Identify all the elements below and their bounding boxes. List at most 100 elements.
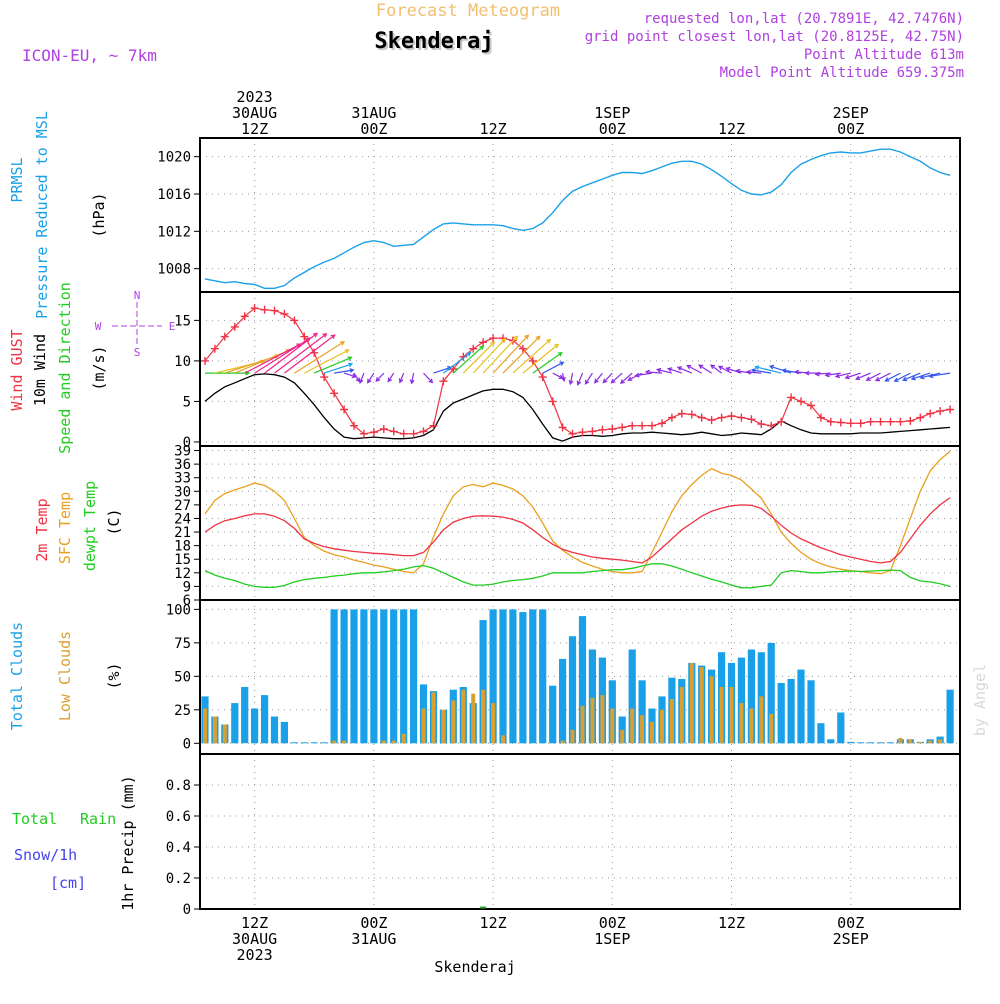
ytick-label: 36 (174, 457, 191, 473)
cloud-total-bar (767, 642, 775, 744)
wind-arrow-head (874, 376, 881, 382)
wind-arrow-head (358, 378, 364, 385)
gust-marker (359, 429, 368, 438)
wind-arrow (492, 334, 529, 374)
cloud-low-bar (401, 733, 406, 744)
compass-e: E (169, 320, 176, 333)
wind-arrow (611, 372, 623, 384)
wind-arrow (334, 369, 354, 374)
cloud-low-bar (461, 689, 466, 744)
cloud-total-bar (320, 742, 328, 744)
pressure-unit: (hPa) (90, 192, 108, 237)
cloud-total-bar (797, 669, 805, 744)
cloud-low-bar (391, 740, 396, 744)
gust-marker (856, 419, 865, 428)
wind-arrow-head (619, 379, 625, 385)
cloud-low-bar (342, 740, 347, 744)
wind-arrow (746, 371, 762, 374)
panel-clouds: 0 25 50 75 100 (166, 599, 961, 755)
cloud-total-bar (847, 741, 855, 744)
wind-arrow-head (735, 368, 741, 374)
ytick-label: 5 (183, 394, 191, 410)
panels: 1008101210161020051015691215182124273033… (157, 137, 961, 918)
wind-arrow-head (928, 373, 934, 379)
time-label-bottom: 00Z (599, 914, 626, 932)
wind-arrow-head (584, 379, 590, 385)
cloud-low-bar (212, 716, 217, 744)
gust-marker (330, 389, 339, 398)
ytick-label: 39 (174, 444, 191, 460)
wind-dir-label: Speed and Direction (56, 282, 74, 454)
precip-snow-label: Snow/1h (14, 846, 77, 864)
gust-marker (767, 421, 776, 430)
gust-marker (250, 304, 259, 313)
cloud-low-bar (898, 737, 903, 744)
wind-arrow (602, 372, 613, 383)
gust-marker (538, 373, 547, 382)
wind-arrow (569, 372, 574, 385)
wind-arrow (387, 372, 395, 382)
cloud-low-bar (630, 708, 635, 744)
compass-w: W (95, 320, 102, 333)
cloud-low-bar (729, 687, 734, 744)
total-clouds-label: Total Clouds (8, 622, 26, 730)
precip-bar (480, 906, 487, 909)
wind-arrow-head (546, 338, 552, 344)
cloud-low-bar (600, 695, 605, 744)
wind-arrow (577, 372, 584, 385)
time-label-top: 00Z (599, 120, 626, 138)
cloud-total-bar (410, 609, 418, 744)
gust-marker (548, 397, 557, 406)
wind-arrow (482, 335, 518, 374)
compass-n: N (134, 289, 141, 302)
cloud-low-bar (570, 729, 575, 744)
ytick-label: 100 (166, 602, 191, 618)
cloud-low-bar (719, 687, 724, 744)
cloud-total-bar (499, 609, 507, 744)
wind-arrow-head (754, 365, 760, 370)
wind-arrow (594, 372, 603, 384)
wind-arrow-head (576, 380, 582, 386)
cloud-total-bar (777, 683, 785, 744)
ytick-label: 0.2 (166, 871, 191, 887)
cloud-low-bar (421, 708, 426, 744)
cloud-total-bar (638, 680, 646, 744)
time-label-bottom: 12Z (480, 914, 507, 932)
gust-marker (369, 428, 378, 437)
clouds-unit: (%) (105, 662, 123, 689)
wind-arrow (472, 338, 506, 374)
panel-pressure: 1008 1012 1016 1020 (157, 137, 961, 293)
wind-unit: (m/s) (90, 345, 108, 390)
wind-arrow (698, 364, 712, 374)
gust-marker (489, 334, 498, 343)
wind-arrow (462, 341, 495, 374)
time-label-bottom: 2SEP (833, 930, 869, 948)
precip-rain-label: Rain (80, 810, 116, 828)
wind-arrow-head (824, 372, 830, 378)
pressure-label-2: Pressure Reduced to MSL (33, 111, 51, 319)
cloud-low-bar (928, 740, 933, 744)
wind-arrow (264, 332, 318, 374)
cloud-low-bar (908, 739, 913, 744)
cloud-total-bar (241, 687, 249, 744)
wind-arrow-head (634, 372, 640, 378)
gust-marker (230, 322, 239, 331)
t2m-line (204, 497, 951, 564)
pressure-label-1: PRMSL (8, 157, 26, 202)
location-title: Skenderaj (374, 29, 493, 54)
dewpt-label: dewpt Temp (81, 481, 99, 571)
wind-arrow (677, 366, 693, 374)
wind-arrow (452, 345, 484, 374)
time-label-top: 12Z (480, 120, 507, 138)
cloud-total-bar (559, 658, 567, 744)
wind-arrow (866, 372, 881, 381)
cloud-total-bar (251, 708, 259, 744)
cloud-low-bar (640, 715, 645, 744)
wind-arrow (929, 372, 951, 377)
gust-marker (777, 417, 786, 426)
gust-marker (677, 409, 686, 418)
gust-marker (429, 421, 438, 430)
gust-marker (667, 413, 676, 422)
panel-precip: 0 0.2 0.4 0.6 0.8 (166, 753, 961, 918)
